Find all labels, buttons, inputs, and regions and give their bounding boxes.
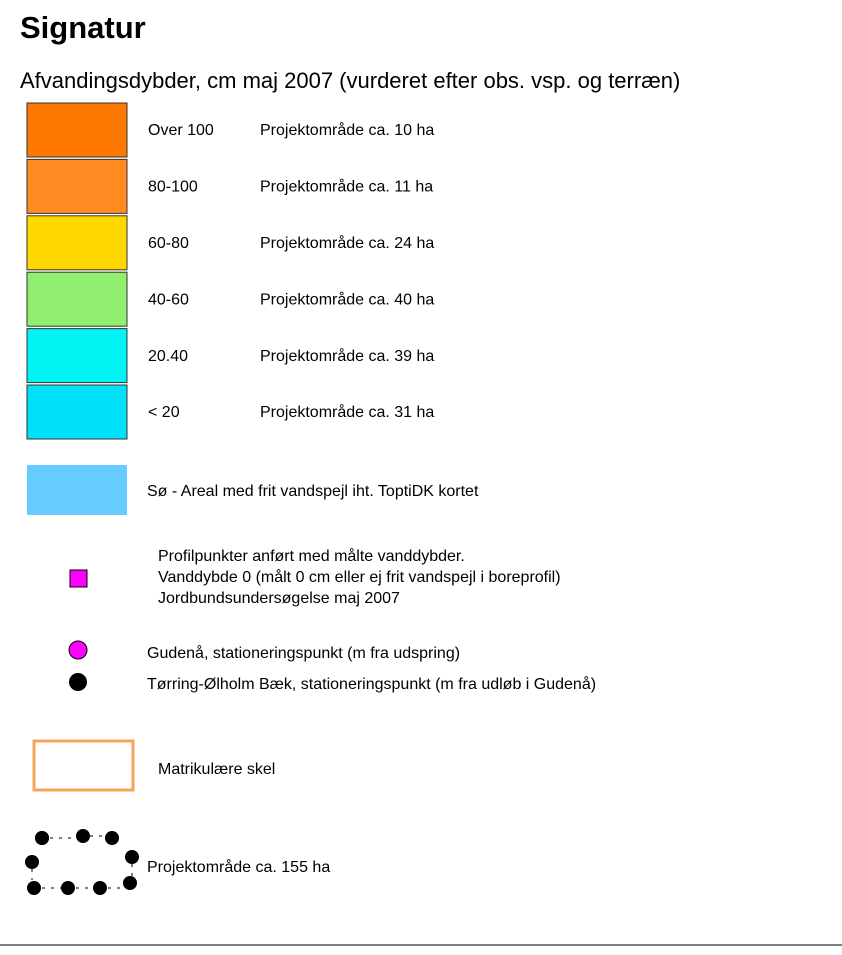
class-label: Projektområde ca. 11 ha [260, 178, 433, 196]
title: Signatur [20, 10, 146, 45]
class-range: < 20 [148, 404, 180, 421]
profile-line: Jordbundsundersøgelse maj 2007 [158, 590, 400, 607]
class-label: Projektområde ca. 10 ha [260, 121, 434, 139]
class-label: Projektområde ca. 39 ha [260, 347, 434, 365]
project-boundary [25, 829, 139, 895]
class-range: 40-60 [148, 291, 189, 308]
boundary-dot [25, 855, 39, 869]
class-range: 80-100 [148, 179, 198, 196]
baek-symbol [69, 673, 87, 691]
gudenaa-label: Gudenå, stationeringspunkt (m fra udspri… [147, 644, 460, 662]
boundary-dot [125, 850, 139, 864]
skel-label: Matrikulære skel [158, 761, 275, 778]
boundary-dash [31, 835, 133, 889]
class-label: Projektområde ca. 24 ha [260, 234, 434, 252]
boundary-dot [35, 831, 49, 845]
swatch [26, 271, 128, 327]
profile-line: Vanddybde 0 (målt 0 cm eller ej frit van… [158, 568, 561, 586]
boundary-dot [105, 831, 119, 845]
class-range: 20.40 [148, 348, 188, 365]
baek-label: Tørring-Ølholm Bæk, stationeringspunkt (… [147, 675, 596, 693]
boundary-dot [61, 881, 75, 895]
class-label: Projektområde ca. 40 ha [260, 290, 434, 308]
swatch [26, 384, 128, 440]
profile-symbol [69, 569, 88, 588]
class-range: 60-80 [148, 235, 189, 252]
lake-label: Sø - Areal med frit vandspejl iht. Topti… [147, 483, 479, 500]
boundary-dot [93, 881, 107, 895]
lake-swatch [27, 465, 127, 515]
swatch [26, 328, 128, 384]
swatch [26, 158, 128, 214]
skel-symbol [32, 739, 135, 792]
swatch [26, 215, 128, 271]
swatch [26, 102, 128, 158]
gudenaa-symbol [68, 640, 88, 660]
profile-line: Profilpunkter anført med målte vanddybde… [158, 547, 465, 565]
boundary-dot [27, 881, 41, 895]
boundary-dot [76, 829, 90, 843]
subtitle: Afvandingsdybder, cm maj 2007 (vurderet … [20, 68, 680, 93]
project-label: Projektområde ca. 155 ha [147, 858, 330, 876]
class-label: Projektområde ca. 31 ha [260, 403, 434, 421]
boundary-dot [123, 876, 137, 890]
class-range: Over 100 [148, 122, 214, 139]
